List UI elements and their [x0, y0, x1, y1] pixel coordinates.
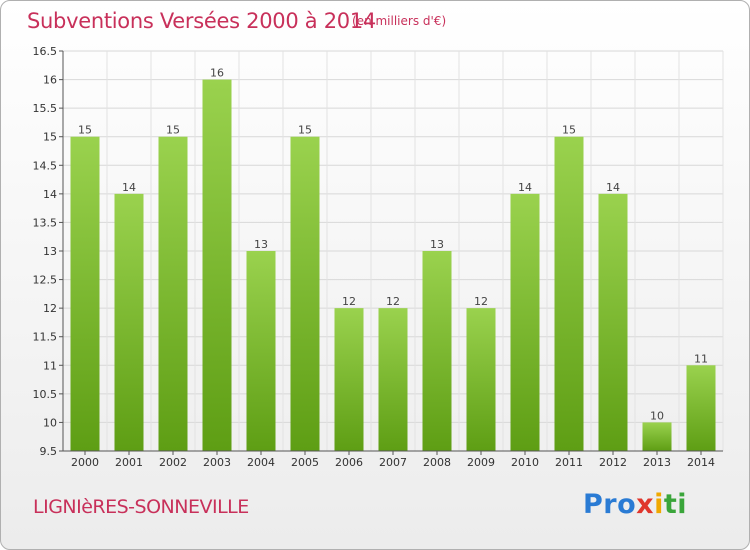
- bar: [642, 422, 672, 451]
- bar: [158, 136, 188, 451]
- y-tick-label: 15: [43, 131, 57, 144]
- axes: 9.5 10 10.5 11 11.5 12 12.5 13 13.5 14 14.5 15 15.5 1…: [33, 45, 723, 469]
- bar: [114, 193, 144, 451]
- x-tick-label: 2012: [599, 456, 627, 469]
- bar: [466, 308, 496, 451]
- y-tick-label: 14.5: [33, 159, 58, 172]
- chart-title: Subventions Versées 2000 à 2014: [27, 9, 376, 33]
- x-tick-label: 2010: [511, 456, 539, 469]
- proxiti-logo: Proxiti: [583, 489, 688, 520]
- data-label: 15: [78, 124, 92, 137]
- bars: 15 14 15 16 13 15 12 12 13 12 14 15 14 10 11: [70, 67, 716, 452]
- y-tick-label: 16.5: [33, 45, 58, 58]
- data-label: 15: [298, 124, 312, 137]
- x-tick-label: 2002: [159, 456, 187, 469]
- bar: [598, 193, 628, 451]
- data-label: 12: [474, 295, 488, 308]
- y-tick-label: 14: [43, 188, 57, 201]
- bar: [70, 136, 100, 451]
- data-label: 12: [342, 295, 356, 308]
- bar: [686, 365, 716, 451]
- x-tick-label: 2007: [379, 456, 407, 469]
- x-tick-label: 2001: [115, 456, 143, 469]
- x-tick-label: 2014: [687, 456, 715, 469]
- y-tick-label: 15.5: [33, 102, 58, 115]
- data-label: 14: [122, 181, 136, 194]
- data-label: 14: [518, 181, 532, 194]
- bar: [290, 136, 320, 451]
- data-label: 12: [386, 295, 400, 308]
- bar: [246, 251, 276, 451]
- y-tick-label: 13.5: [33, 216, 58, 229]
- bar: [378, 308, 408, 451]
- data-label: 15: [562, 124, 576, 137]
- bar: [554, 136, 584, 451]
- bar: [202, 79, 232, 452]
- y-tick-label: 13: [43, 245, 57, 258]
- y-tick-label: 10.5: [33, 388, 58, 401]
- x-tick-label: 2006: [335, 456, 363, 469]
- data-label: 10: [650, 409, 664, 422]
- y-tick-label: 12: [43, 302, 57, 315]
- data-label: 13: [430, 238, 444, 251]
- x-tick-label: 2004: [247, 456, 275, 469]
- x-tick-label: 2011: [555, 456, 583, 469]
- bar: [334, 308, 364, 451]
- data-label: 14: [606, 181, 620, 194]
- y-tick-label: 9.5: [40, 445, 58, 458]
- bar: [422, 251, 452, 451]
- commune-name: LIGNIèRES-SONNEVILLE: [33, 496, 249, 518]
- data-label: 13: [254, 238, 268, 251]
- x-tick-label: 2000: [71, 456, 99, 469]
- y-tick-label: 10: [43, 416, 57, 429]
- y-tick-label: 12.5: [33, 274, 58, 287]
- data-label: 16: [210, 67, 224, 80]
- data-label: 11: [694, 352, 708, 365]
- y-tick-label: 16: [43, 74, 57, 87]
- x-tick-label: 2009: [467, 456, 495, 469]
- x-tick-label: 2003: [203, 456, 231, 469]
- y-tick-label: 11.5: [33, 331, 58, 344]
- data-label: 15: [166, 124, 180, 137]
- chart-subtitle: (en milliers d'€): [352, 14, 447, 28]
- x-tick-label: 2013: [643, 456, 671, 469]
- y-tick-label: 11: [43, 359, 57, 372]
- x-tick-label: 2008: [423, 456, 451, 469]
- x-tick-label: 2005: [291, 456, 319, 469]
- bar: [510, 193, 540, 451]
